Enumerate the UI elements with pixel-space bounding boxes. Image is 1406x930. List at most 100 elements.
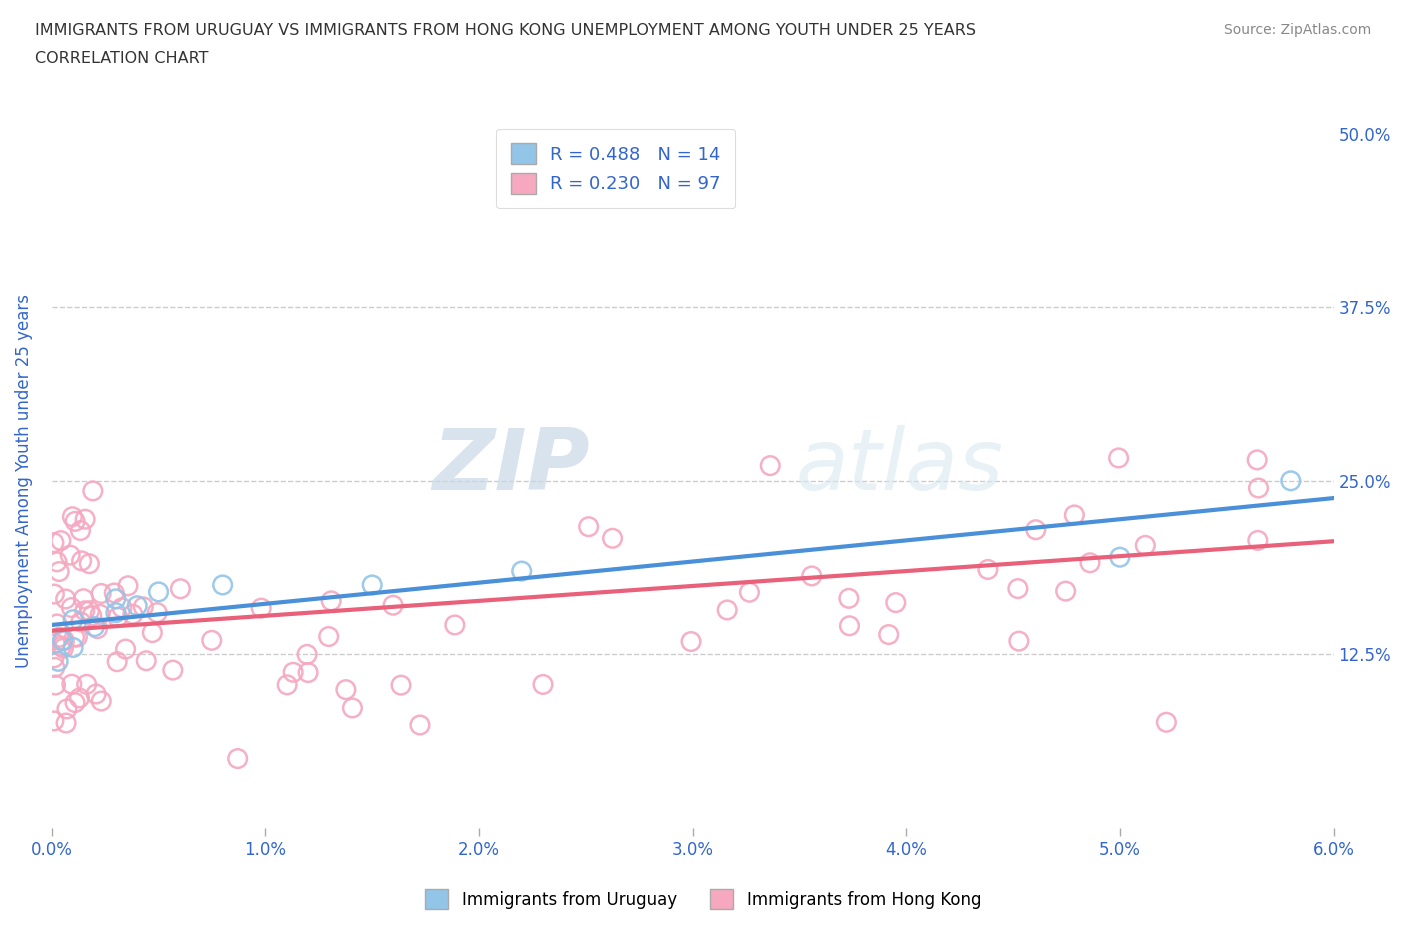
Point	[60, 600, 83, 615]
Point	[127, 598, 149, 613]
Point	[63, 696, 86, 711]
Point	[42, 536, 65, 551]
Legend: R = 0.488   N = 14, R = 0.230   N = 97: R = 0.488 N = 14, R = 0.230 N = 97	[496, 128, 735, 208]
Point	[1135, 538, 1157, 552]
Point	[342, 700, 364, 715]
Text: IMMIGRANTS FROM URUGUAY VS IMMIGRANTS FROM HONG KONG UNEMPLOYMENT AMONG YOUTH UN: IMMIGRANTS FROM URUGUAY VS IMMIGRANTS FR…	[35, 23, 976, 38]
Point	[409, 718, 432, 733]
Point	[132, 600, 155, 615]
Point	[297, 665, 319, 680]
Point	[169, 581, 191, 596]
Text: CORRELATION CHART: CORRELATION CHART	[35, 51, 208, 66]
Point	[281, 665, 304, 680]
Point	[75, 512, 97, 526]
Point	[63, 630, 86, 644]
Point	[60, 510, 83, 525]
Point	[46, 554, 69, 569]
Point	[250, 601, 273, 616]
Point	[226, 751, 249, 766]
Point	[1247, 533, 1270, 548]
Point	[838, 618, 860, 633]
Point	[679, 634, 702, 649]
Point	[211, 578, 233, 592]
Point	[84, 686, 107, 701]
Point	[79, 604, 101, 618]
Point	[86, 621, 108, 636]
Point	[60, 677, 83, 692]
Point	[48, 630, 70, 644]
Point	[531, 677, 554, 692]
Point	[111, 600, 134, 615]
Legend: Immigrants from Uruguay, Immigrants from Hong Kong: Immigrants from Uruguay, Immigrants from…	[416, 881, 990, 917]
Point	[62, 612, 84, 627]
Point	[162, 663, 184, 678]
Point	[276, 677, 298, 692]
Point	[318, 629, 340, 644]
Point	[800, 568, 823, 583]
Point	[51, 633, 73, 648]
Point	[52, 641, 75, 656]
Point	[104, 605, 127, 620]
Point	[114, 642, 136, 657]
Point	[361, 578, 384, 592]
Point	[146, 605, 169, 620]
Point	[877, 627, 900, 642]
Point	[148, 584, 170, 599]
Point	[121, 606, 143, 621]
Point	[89, 607, 111, 622]
Point	[1063, 508, 1085, 523]
Text: ZIP: ZIP	[433, 425, 591, 509]
Point	[104, 591, 127, 606]
Point	[69, 523, 91, 538]
Point	[444, 618, 467, 632]
Point	[56, 701, 79, 716]
Point	[716, 603, 738, 618]
Point	[1247, 481, 1270, 496]
Point	[72, 591, 94, 606]
Point	[1054, 584, 1077, 599]
Point	[1108, 450, 1130, 465]
Point	[70, 553, 93, 568]
Point	[838, 591, 860, 605]
Point	[103, 586, 125, 601]
Point	[46, 617, 69, 631]
Point	[389, 678, 412, 693]
Point	[107, 610, 129, 625]
Point	[82, 484, 104, 498]
Point	[977, 562, 1000, 577]
Point	[1078, 555, 1101, 570]
Point	[62, 640, 84, 655]
Point	[49, 533, 72, 548]
Point	[382, 598, 405, 613]
Point	[46, 654, 69, 669]
Point	[1246, 453, 1268, 468]
Point	[1279, 473, 1302, 488]
Point	[55, 591, 77, 606]
Point	[105, 655, 128, 670]
Point	[602, 531, 624, 546]
Point	[141, 625, 163, 640]
Point	[51, 639, 73, 654]
Point	[80, 608, 103, 623]
Point	[638, 157, 661, 172]
Point	[738, 585, 761, 600]
Point	[1109, 550, 1132, 565]
Point	[73, 604, 96, 618]
Point	[76, 677, 98, 692]
Point	[201, 633, 224, 648]
Point	[321, 593, 343, 608]
Point	[48, 565, 70, 579]
Y-axis label: Unemployment Among Youth under 25 years: Unemployment Among Youth under 25 years	[15, 294, 32, 668]
Point	[1008, 633, 1031, 648]
Point	[66, 630, 89, 644]
Point	[59, 548, 82, 563]
Point	[1007, 581, 1029, 596]
Point	[1156, 715, 1178, 730]
Point	[759, 458, 782, 473]
Point	[42, 713, 65, 728]
Point	[135, 653, 157, 668]
Point	[578, 519, 600, 534]
Point	[884, 595, 907, 610]
Point	[69, 690, 91, 705]
Point	[295, 647, 318, 662]
